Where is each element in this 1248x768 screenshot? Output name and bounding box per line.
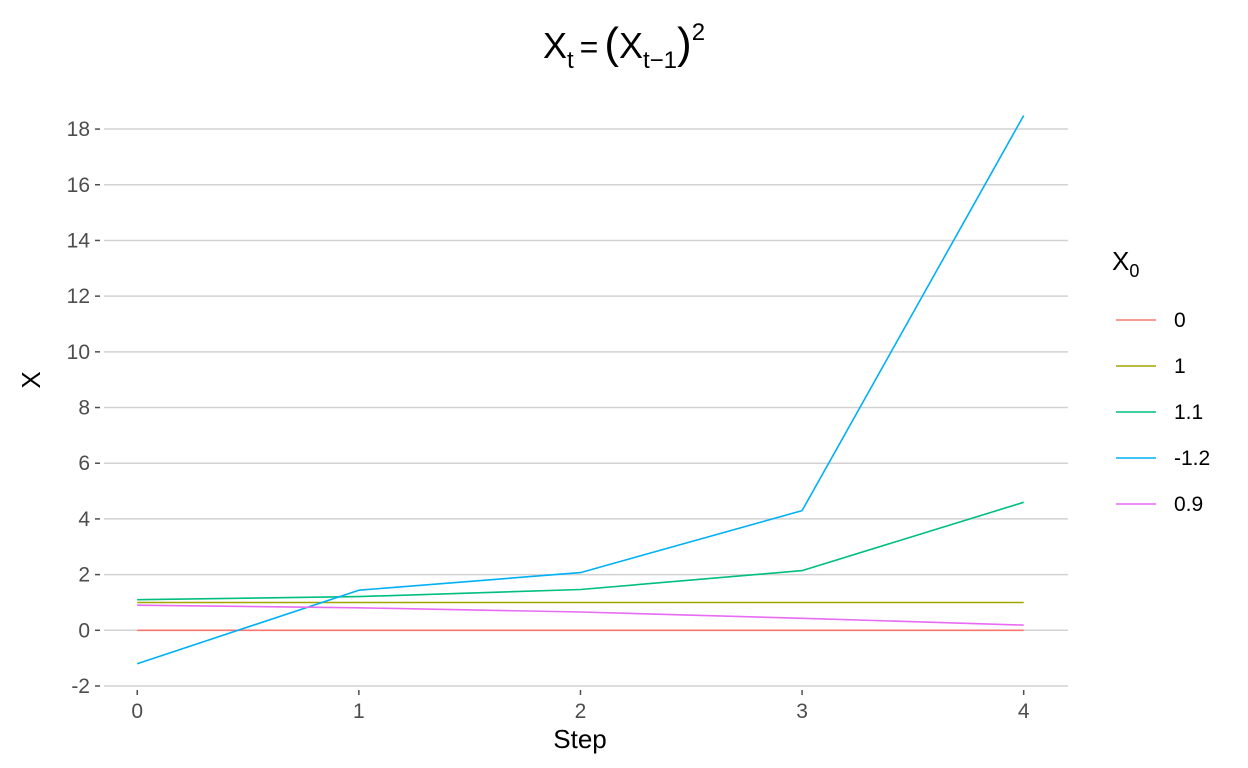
title-inner-sub: t−1 <box>643 47 677 74</box>
series-line--1.2 <box>136 115 1025 665</box>
series-line-1.1 <box>137 501 1024 601</box>
legend-title-base: X <box>1112 246 1129 276</box>
legend-title-sub: 0 <box>1129 261 1139 281</box>
x-tick-label: 2 <box>575 700 587 723</box>
x-axis-ticks: 0 1 2 3 4 <box>131 690 1030 723</box>
title-equals: = <box>580 29 599 65</box>
legend-label-0: 0 <box>1174 309 1186 332</box>
x-tick-label: 3 <box>796 700 808 723</box>
y-tick-label: 2 <box>78 564 90 587</box>
y-tick-label: 12 <box>67 285 90 308</box>
chart-title: Xt = (Xt−1)2 <box>543 19 705 74</box>
title-base: X <box>543 25 567 66</box>
y-tick-label: 4 <box>78 508 90 531</box>
legend-label-1: 1 <box>1174 355 1186 378</box>
y-tick-label: 18 <box>67 118 90 141</box>
x-tick-label: 1 <box>353 700 365 723</box>
x-tick-label: 0 <box>131 700 143 723</box>
title-paren-open: ( <box>604 19 619 68</box>
legend: X0 011.1-1.20.9 <box>1112 246 1210 516</box>
legend-label--1.2: -1.2 <box>1174 447 1210 470</box>
y-tick-label: 14 <box>67 229 91 252</box>
legend-title: X0 <box>1112 246 1139 281</box>
y-tick-label: 8 <box>78 397 90 420</box>
series-lines <box>136 115 1025 665</box>
y-tick-label: -2 <box>71 675 90 698</box>
y-tick-label: 10 <box>67 341 90 364</box>
title-inner-base: X <box>619 25 643 66</box>
title-paren-close: ) <box>677 19 692 68</box>
title-sub: t <box>567 47 574 74</box>
y-axis-title: X <box>16 371 46 388</box>
y-tick-label: 16 <box>67 174 90 197</box>
legend-label-1.1: 1.1 <box>1174 401 1203 424</box>
y-tick-label: 0 <box>78 619 90 642</box>
legend-label-0.9: 0.9 <box>1174 493 1203 516</box>
x-tick-label: 4 <box>1018 700 1030 723</box>
y-axis-ticks: -2 0 2 4 6 8 10 12 14 16 18 <box>67 118 100 698</box>
series-line-0.9 <box>137 604 1024 626</box>
title-sup: 2 <box>692 19 705 46</box>
y-tick-label: 6 <box>78 452 90 475</box>
legend-items: 0 1 1.1 -1.2 0.9 <box>1116 309 1210 516</box>
x-axis-title: Step <box>553 724 607 754</box>
